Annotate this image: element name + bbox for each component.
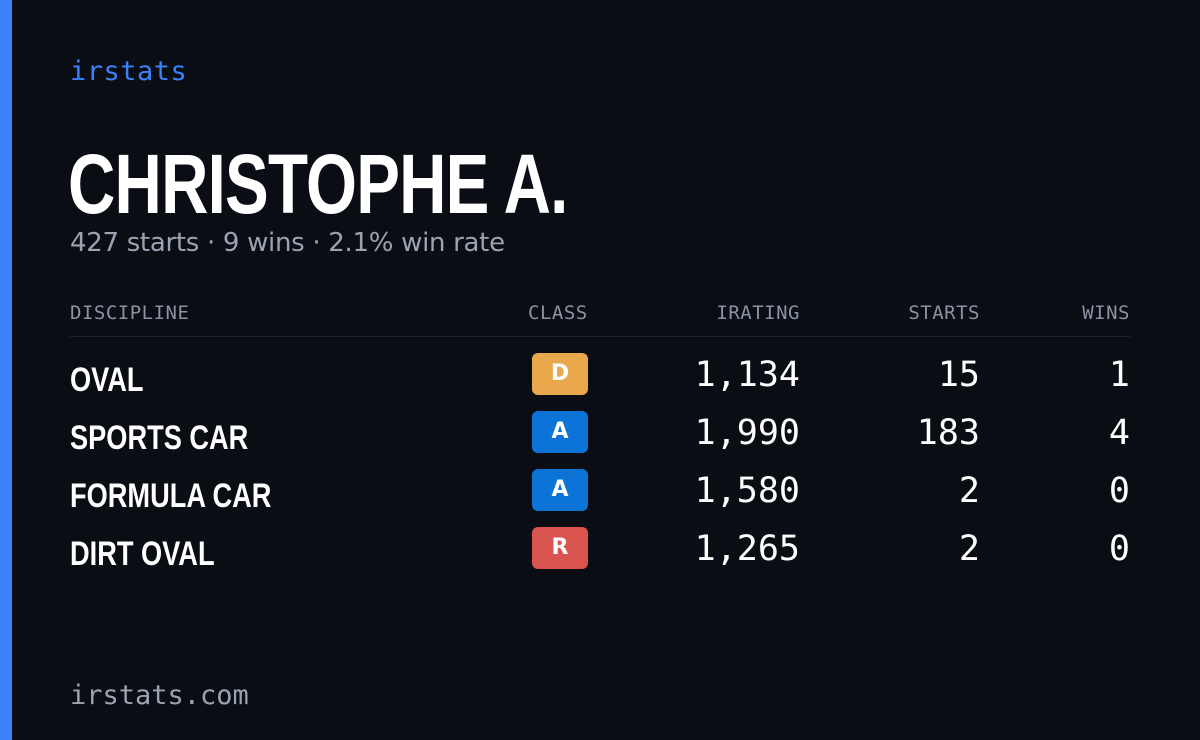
header-irating: IRATING bbox=[716, 302, 800, 324]
irating-value: 1,134 bbox=[694, 355, 800, 395]
table-body: OVAL D 1,134 15 1 SPORTS CAR A 1,990 183… bbox=[70, 337, 1130, 585]
discipline-name: FORMULA CAR bbox=[70, 477, 272, 515]
stats-table: DISCIPLINE CLASS IRATING STARTS WINS OVA… bbox=[70, 296, 1130, 585]
header-discipline: DISCIPLINE bbox=[70, 302, 190, 324]
discipline-name: DIRT OVAL bbox=[70, 535, 215, 573]
player-name: CHRISTOPHE A. bbox=[68, 137, 568, 231]
wins-value: 0 bbox=[1108, 471, 1130, 511]
irating-value: 1,265 bbox=[694, 529, 800, 569]
brand-logo-text: irstats bbox=[70, 56, 188, 87]
wins-value: 1 bbox=[1108, 355, 1130, 395]
class-badge: R bbox=[532, 527, 588, 569]
wins-value: 4 bbox=[1108, 413, 1130, 453]
table-row: OVAL D 1,134 15 1 bbox=[70, 353, 1130, 411]
table-row: FORMULA CAR A 1,580 2 0 bbox=[70, 469, 1130, 527]
discipline-name: SPORTS CAR bbox=[70, 419, 249, 457]
starts-value: 2 bbox=[958, 529, 980, 569]
irating-value: 1,990 bbox=[694, 413, 800, 453]
table-row: DIRT OVAL R 1,265 2 0 bbox=[70, 527, 1130, 585]
wins-value: 0 bbox=[1108, 529, 1130, 569]
table-header: DISCIPLINE CLASS IRATING STARTS WINS bbox=[70, 296, 1130, 337]
class-badge: A bbox=[532, 411, 588, 453]
header-starts: STARTS bbox=[908, 302, 980, 324]
discipline-name: OVAL bbox=[70, 361, 144, 399]
starts-value: 2 bbox=[958, 471, 980, 511]
footer-url: irstats.com bbox=[70, 680, 249, 711]
table-row: SPORTS CAR A 1,990 183 4 bbox=[70, 411, 1130, 469]
starts-value: 15 bbox=[937, 355, 980, 395]
header-class: CLASS bbox=[528, 302, 588, 324]
accent-bar bbox=[0, 0, 12, 740]
class-badge: A bbox=[532, 469, 588, 511]
class-badge: D bbox=[532, 353, 588, 395]
player-summary: 427 starts · 9 wins · 2.1% win rate bbox=[70, 228, 505, 258]
header-wins: WINS bbox=[1082, 302, 1130, 324]
irating-value: 1,580 bbox=[694, 471, 800, 511]
starts-value: 183 bbox=[916, 413, 980, 453]
